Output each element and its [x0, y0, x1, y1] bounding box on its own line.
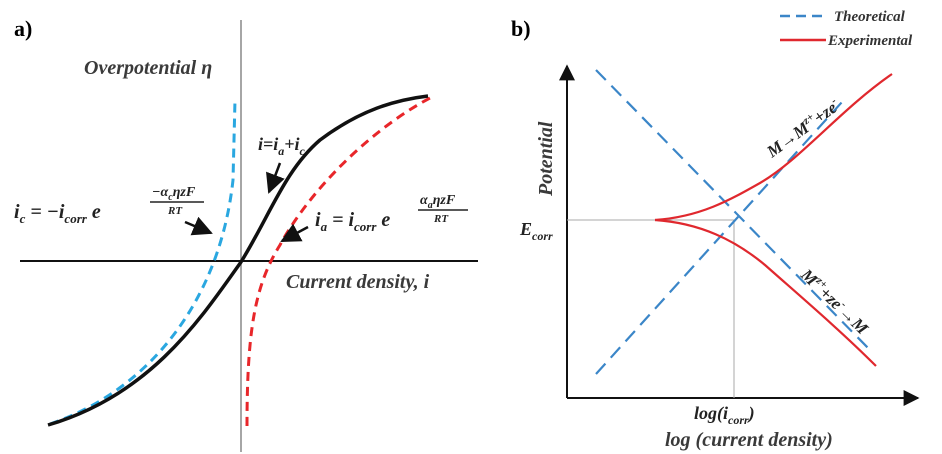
x-axis-title-b: log (current density) — [665, 429, 833, 451]
cathodic-arrow — [184, 216, 213, 236]
svg-text:ic = −icorr e: ic = −icorr e — [14, 201, 101, 226]
anodic-equation: ia = icorr e αaηzF RT — [315, 193, 468, 234]
panel-b-label: b) — [511, 16, 531, 41]
experimental-anodic-curve — [654, 73, 893, 222]
panel-a-label: a) — [14, 16, 32, 41]
theoretical-anodic-line — [595, 101, 843, 375]
icorr-label: log(icorr) — [694, 403, 755, 427]
sum-arrow — [266, 162, 285, 194]
ecorr-label: Ecorr — [519, 219, 553, 243]
anodic-curve — [245, 96, 431, 427]
panel-b: b) Theoretical Experimental Potential lo… — [511, 9, 920, 451]
cathodic-curve — [49, 99, 237, 426]
panel-a: a) Overpotential η Current density, i i=… — [14, 16, 478, 452]
legend: Theoretical Experimental — [780, 9, 913, 49]
svg-text:RT: RT — [433, 213, 449, 225]
sum-label: i=ia+ic — [258, 134, 306, 158]
anodic-arrow — [280, 223, 309, 243]
total-current-curve — [47, 94, 429, 427]
cathodic-equation: ic = −icorr e −αcηzF RT — [14, 185, 204, 226]
svg-text:ia = icorr e: ia = icorr e — [315, 209, 390, 234]
y-axis-title-b: Potential — [535, 121, 557, 197]
experimental-cathodic-curve — [654, 218, 877, 367]
legend-experimental-label: Experimental — [827, 33, 913, 49]
x-axis-title: Current density, i — [286, 271, 430, 293]
y-axis-title: Overpotential η — [84, 57, 212, 79]
svg-text:αaηzF: αaηzF — [420, 193, 456, 211]
legend-theoretical-label: Theoretical — [834, 9, 906, 25]
svg-text:RT: RT — [167, 205, 183, 217]
svg-text:−αcηzF: −αcηzF — [152, 185, 196, 203]
